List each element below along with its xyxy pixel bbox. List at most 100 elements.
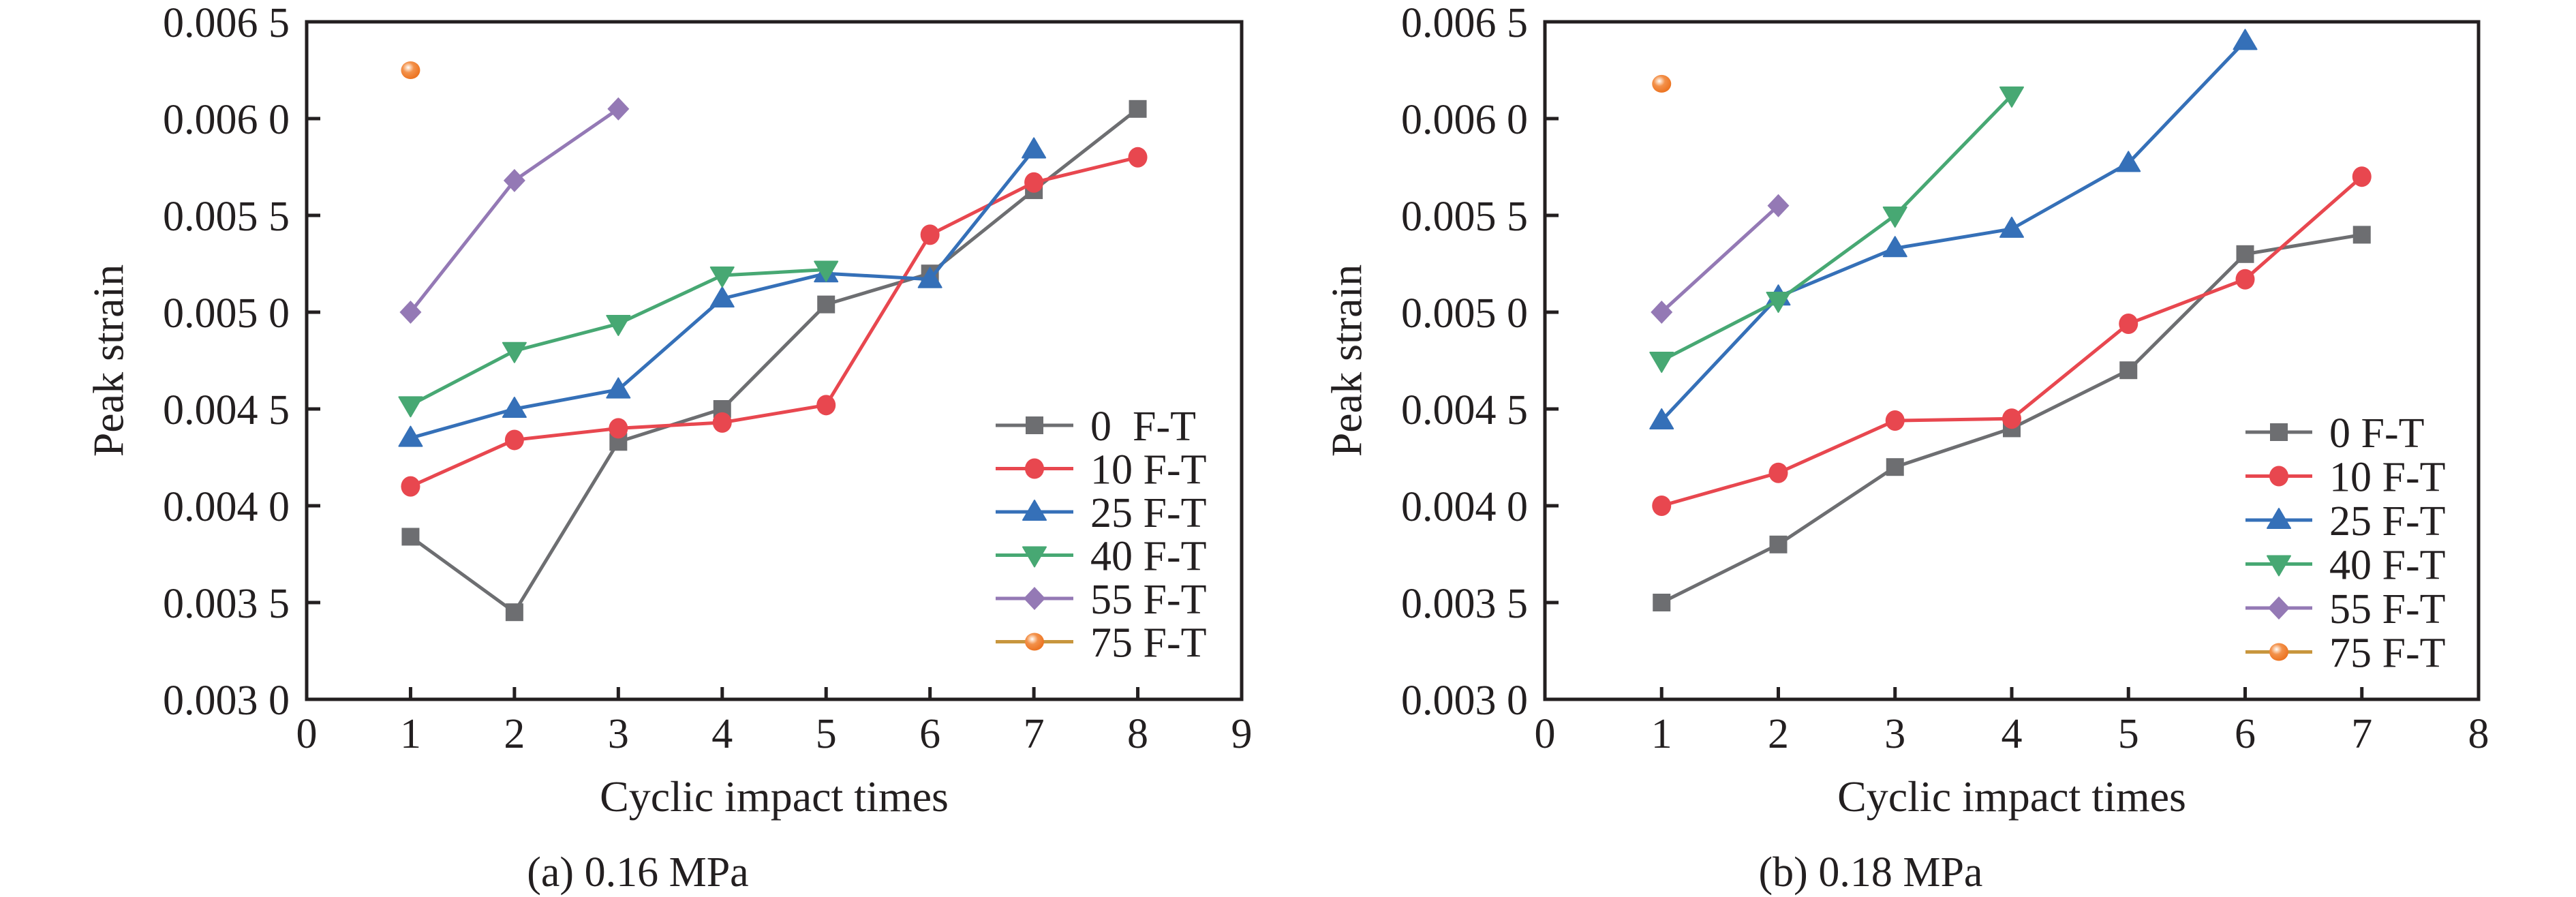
legend-marker xyxy=(2268,596,2290,620)
plot-frame xyxy=(305,20,1244,701)
axis-ticks xyxy=(307,117,1140,699)
y-tick-label: 0.004 0 xyxy=(1401,484,1528,530)
x-tick-label: 4 xyxy=(711,711,733,757)
x-tick-label: 9 xyxy=(1231,711,1253,757)
data-point xyxy=(917,267,942,288)
series-line xyxy=(410,155,1139,488)
series-10-f-t xyxy=(1652,166,2372,516)
x-tick-label: 8 xyxy=(1127,711,1148,757)
legend-label: 55 F-T xyxy=(1090,577,1207,623)
data-point xyxy=(1767,194,1790,217)
legend-marker xyxy=(2267,508,2291,529)
axis-ticks xyxy=(1545,117,2364,699)
legend: 0 F-T10 F-T25 F-T40 F-T55 F-T75 F-T xyxy=(2245,410,2446,677)
x-tick-label: 7 xyxy=(1024,711,1045,757)
data-point xyxy=(1886,458,1904,476)
data-point xyxy=(1999,216,2024,238)
x-tick-labels: 0 1 2 3 4 5 6 7 8 9 xyxy=(296,711,1253,757)
y-tick-label: 0.005 5 xyxy=(1401,194,1528,240)
plot-frame xyxy=(1543,20,2481,701)
legend-item-10-f-t: 10 F-T xyxy=(996,447,1207,493)
legend-item-75-f-t: 75 F-T xyxy=(2245,630,2446,677)
y-tick-label: 0.003 5 xyxy=(163,581,290,627)
y-tick-label: 0.003 0 xyxy=(1401,678,1528,724)
data-point xyxy=(502,341,527,363)
x-tick-label: 5 xyxy=(816,711,837,757)
data-point xyxy=(1885,410,1905,431)
data-point xyxy=(1768,462,1788,483)
data-point xyxy=(1652,74,1672,93)
x-tick-label: 7 xyxy=(2351,711,2372,757)
data-point xyxy=(814,260,839,282)
data-point xyxy=(606,377,631,399)
x-tick-label: 3 xyxy=(1884,711,1905,757)
data-point xyxy=(2236,245,2254,263)
data-point xyxy=(398,425,423,447)
data-point xyxy=(709,267,735,288)
legend-item-10-f-t: 10 F-T xyxy=(2245,455,2446,501)
data-point xyxy=(607,97,630,121)
x-tick-label: 1 xyxy=(1651,711,1672,757)
data-point xyxy=(609,418,628,439)
panel-caption: (b) 0.18 MPa xyxy=(1759,849,1983,896)
data-point xyxy=(606,315,631,337)
y-tick-label: 0.003 5 xyxy=(1401,581,1528,627)
y-tick-label: 0.003 0 xyxy=(163,678,290,724)
data-point xyxy=(1882,207,1907,228)
legend-label: 75 F-T xyxy=(2329,630,2446,677)
x-tick-label: 2 xyxy=(1768,711,1789,757)
data-point xyxy=(502,397,527,418)
series-line xyxy=(1660,204,1780,314)
series-line xyxy=(1660,40,2247,422)
legend-item-55-f-t: 55 F-T xyxy=(996,577,1207,623)
y-tick-label: 0.005 5 xyxy=(163,194,290,240)
legend-label: 10 F-T xyxy=(1090,447,1207,493)
legend-item-25-f-t: 25 F-T xyxy=(996,490,1207,536)
data-point xyxy=(505,603,523,622)
x-tick-labels: 0 1 2 3 4 5 6 7 8 xyxy=(1535,711,2489,757)
data-point xyxy=(1649,408,1674,430)
data-point xyxy=(1651,301,1673,324)
data-point xyxy=(1022,137,1047,159)
legend-marker xyxy=(1025,458,1044,479)
series-line xyxy=(1661,94,2013,363)
data-point xyxy=(2233,29,2258,50)
data-point xyxy=(1129,100,1147,118)
x-tick-label: 6 xyxy=(919,711,940,757)
y-axis-title: Peak strain xyxy=(84,264,132,457)
data-point xyxy=(1649,352,1674,373)
y-tick-labels: 0.003 0 0.003 5 0.004 0 0.004 5 0.005 0 0.005… xyxy=(1401,0,1528,724)
legend-marker xyxy=(1024,587,1045,610)
y-tick-labels: 0.003 0 0.003 5 0.004 0 0.004 5 0.005 0 0.005… xyxy=(163,0,290,724)
x-tick-label: 8 xyxy=(2468,711,2489,757)
legend: 0 F-T10 F-T25 F-T40 F-T55 F-T75 F-T xyxy=(996,404,1207,667)
data-point xyxy=(1652,496,1672,516)
y-tick-label: 0.006 5 xyxy=(163,0,290,46)
legend-marker xyxy=(1025,633,1044,651)
legend-item-55-f-t: 55 F-T xyxy=(2245,586,2446,633)
data-point xyxy=(401,476,420,497)
data-point xyxy=(1653,594,1671,611)
data-point xyxy=(1766,291,1791,313)
x-axis-title: Cyclic impact times xyxy=(600,772,949,821)
y-axis-title: Peak strain xyxy=(1322,264,1370,457)
data-point xyxy=(399,301,422,324)
data-point xyxy=(2352,226,2371,244)
legend-marker xyxy=(2269,466,2288,487)
y-tick-label: 0.005 0 xyxy=(163,290,290,337)
x-tick-label: 0 xyxy=(1535,711,1556,757)
legend-marker xyxy=(1022,546,1047,568)
chart-panel-b: 0.003 0 0.003 5 0.004 0 0.004 5 0.005 0 0.005… xyxy=(1322,0,2489,896)
series-25-f-t xyxy=(1649,29,2258,430)
series-line xyxy=(409,107,619,314)
legend-label: 25 F-T xyxy=(2329,498,2446,545)
data-point xyxy=(2119,361,2138,380)
data-point xyxy=(1882,236,1907,258)
y-tick-label: 0.006 0 xyxy=(1401,97,1528,143)
legend-label: 55 F-T xyxy=(2329,586,2446,633)
data-point xyxy=(398,396,423,418)
legend-item-40-f-t: 40 F-T xyxy=(2245,543,2446,589)
legend-label: 0 F-T xyxy=(1090,404,1196,450)
data-point xyxy=(2002,408,2021,429)
chart-panel-a: 0.003 0 0.003 5 0.004 0 0.004 5 0.005 0 0.005… xyxy=(84,0,1252,896)
